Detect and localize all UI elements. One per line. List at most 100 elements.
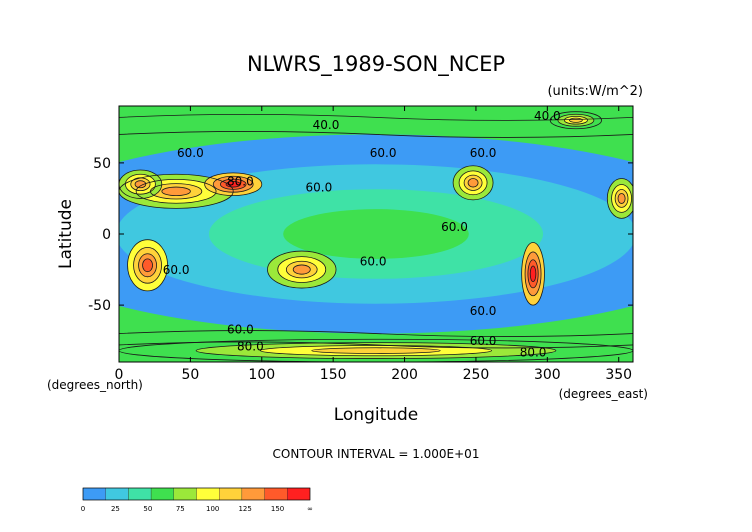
contour-line (524, 251, 542, 297)
contour-line (142, 258, 153, 273)
y-tick-label: -50 (88, 298, 111, 314)
chart-title: NLWRS_1989-SON_NCEP (247, 52, 505, 77)
contour-line (195, 342, 557, 359)
contour-line (467, 178, 479, 188)
contour-line (135, 178, 217, 204)
contour-line (311, 347, 441, 354)
contour-label: 80.0 (237, 340, 264, 354)
contour-labels: 40.0 60.0 60.0 60.0 60.0 60.0 60.0 60.0 60.0 60.0… (163, 109, 561, 359)
colorbar-swatch (128, 487, 152, 501)
contour-line (161, 186, 191, 196)
field-region (618, 193, 626, 204)
x-tick-label: 350 (605, 367, 632, 383)
colorbar-tick-label: 0 (81, 505, 85, 513)
contour-label: 60.0 (470, 334, 497, 348)
contour-line (267, 250, 337, 289)
contour-line (219, 178, 247, 190)
colorbar-tick-label: 25 (111, 505, 120, 513)
colorbar-tick-label: 150 (271, 505, 284, 513)
x-axis-label: Longitude (334, 405, 419, 425)
y-axis-ticks: 50 0 -50 (88, 156, 633, 314)
contour-line (119, 341, 633, 349)
contour-line (563, 115, 588, 125)
contour-line (125, 173, 156, 195)
contour-line (119, 330, 633, 337)
x-tick-label: 100 (248, 367, 275, 383)
colorbar-swatch (219, 487, 243, 501)
colorbar-tick-label: ∞ (307, 505, 313, 513)
x-tick-label: 300 (534, 367, 561, 383)
colorbar-tick-label: 100 (206, 505, 219, 513)
contour-label: 60.0 (360, 254, 387, 268)
contour-line (127, 239, 168, 292)
field-region (283, 209, 469, 259)
contour-line (285, 260, 318, 279)
contour-label: 60.0 (306, 180, 333, 194)
contour-label: 60.0 (470, 304, 497, 318)
contour-label: 80.0 (227, 175, 254, 189)
contour-line (452, 165, 494, 201)
colorbar-tick-label: 125 (238, 505, 251, 513)
x-axis-ticks: 0 50 100 150 200 250 300 350 (115, 106, 632, 383)
field-region (142, 258, 153, 272)
contour-label: 60.0 (177, 146, 204, 160)
colorbar-swatch (196, 487, 220, 501)
contour-label: 60.0 (370, 146, 397, 160)
contour-line (119, 338, 633, 362)
y-tick-label: 50 (93, 156, 111, 172)
x-unit-note: (degrees_east) (559, 387, 648, 401)
contour-line (119, 113, 633, 121)
field-region (530, 266, 536, 282)
contour-label: 40.0 (534, 109, 561, 123)
contour-line (611, 184, 632, 213)
field-region (293, 264, 311, 275)
colorbar-swatch (264, 487, 288, 501)
contour-line (119, 131, 633, 138)
colorbar-swatch (150, 487, 174, 501)
colorbar-tick-label: 50 (143, 505, 152, 513)
colorbar-ticks: 0 25 50 75 100 125 150 ∞ (81, 505, 313, 513)
contour-line (259, 345, 493, 357)
contour-line (614, 189, 629, 208)
units-label: (units:W/m^2) (547, 84, 643, 99)
contour-interval: CONTOUR INTERVAL = 1.000E+01 (273, 447, 480, 461)
x-tick-label: 250 (463, 367, 490, 383)
colorbar (82, 487, 311, 501)
x-tick-label: 50 (181, 367, 199, 383)
x-tick-label: 200 (391, 367, 418, 383)
contour-line (277, 256, 327, 283)
contour-line (130, 177, 151, 192)
field-region (311, 347, 441, 354)
plot-area (119, 106, 633, 362)
contour-line (527, 259, 539, 289)
colorbar-swatch (82, 487, 106, 501)
colorbar-swatch (241, 487, 265, 501)
contour-line (529, 265, 537, 283)
contour-label: 80.0 (520, 345, 547, 359)
contour-line (606, 178, 633, 219)
colorbar-swatch (105, 487, 129, 501)
contour-line (225, 180, 241, 188)
contour-label: 60.0 (470, 146, 497, 160)
contour-label: 60.0 (441, 220, 468, 234)
y-tick-label: 0 (102, 227, 111, 243)
contour-line (212, 175, 254, 193)
x-tick-label: 150 (320, 367, 347, 383)
contour-label: 60.0 (227, 323, 254, 337)
y-unit-note: (degrees_north) (47, 378, 143, 392)
contour-line (458, 170, 488, 196)
contour-line (521, 242, 545, 306)
contour-label: 60.0 (163, 263, 190, 277)
contour-line (617, 193, 626, 204)
field-region (161, 187, 191, 196)
contour-line (204, 172, 263, 197)
colorbar-tick-label: 75 (176, 505, 185, 513)
field-region (135, 180, 146, 188)
colorbar-swatch (287, 487, 311, 501)
contour-line (119, 173, 234, 209)
contour-line (463, 174, 483, 191)
contour-line (133, 246, 162, 284)
contour-line (569, 117, 583, 123)
contour-line (138, 253, 157, 278)
